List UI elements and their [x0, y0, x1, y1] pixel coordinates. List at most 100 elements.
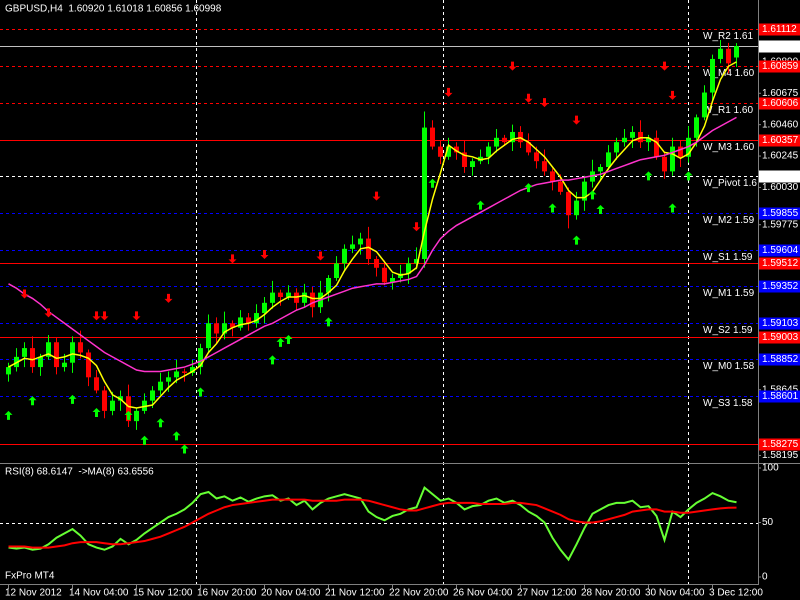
price-tag: [759, 170, 800, 183]
fractal-up-arrow: [324, 317, 333, 327]
fractal-down-arrow: [132, 311, 141, 321]
last-price-tag: [759, 40, 800, 53]
candle-body: [30, 348, 35, 368]
y-tick-label: 1.58195: [762, 450, 799, 461]
candle-body: [606, 152, 611, 168]
candle-body: [566, 191, 571, 216]
candle-body: [62, 362, 67, 368]
candle-body: [46, 342, 51, 357]
candle-body: [390, 278, 395, 283]
candle-body: [494, 137, 499, 147]
price-tag: [759, 280, 800, 293]
price-tag-label: 1.59103: [762, 318, 799, 329]
candle-body: [158, 381, 163, 391]
candle-body: [126, 396, 131, 422]
candle-body: [582, 181, 587, 201]
price-tag: [759, 353, 800, 366]
x-tick-label: 20 Nov 04:00: [261, 588, 321, 599]
candle-body: [726, 48, 731, 64]
fractal-down-arrow: [316, 251, 325, 261]
candle-body: [406, 263, 411, 274]
fractal-down-arrow: [540, 98, 549, 108]
candle-body: [206, 323, 211, 349]
fractal-up-arrow: [428, 178, 437, 188]
candle-body: [646, 137, 651, 143]
candle-body: [510, 131, 515, 143]
indicator-line: [8, 498, 737, 549]
candle-body: [734, 46, 739, 58]
fractal-up-arrow: [180, 444, 189, 454]
fractal-up-arrow: [4, 410, 13, 420]
y-tick-label: 1.59775: [762, 219, 799, 230]
candle-body: [278, 292, 283, 297]
fractal-down-arrow: [444, 87, 453, 97]
fractal-up-arrow: [668, 203, 677, 213]
candle-body: [550, 171, 555, 182]
price-tag-label: 1.59352: [762, 281, 799, 292]
candle-body: [150, 390, 155, 401]
fractal-up-arrow: [572, 235, 581, 245]
candle-body: [38, 356, 43, 368]
price-tag-label: 1.61112: [762, 24, 797, 35]
price-tag-label: 1.58852: [762, 354, 799, 365]
pivot-name: W_R2 1.61: [703, 31, 753, 42]
candle-body: [662, 156, 667, 172]
candle-body: [358, 238, 363, 245]
moving-average: [8, 61, 737, 409]
price-tag: [759, 97, 800, 110]
price-tag: [759, 438, 800, 451]
separators: [196, 0, 689, 584]
candle-body: [182, 371, 187, 373]
candle-body: [470, 161, 475, 168]
candle-body: [198, 348, 203, 368]
candle-body: [454, 146, 459, 153]
fractal-up-arrow: [284, 334, 293, 344]
candle-body: [486, 146, 491, 157]
fractal-down-arrow: [260, 250, 269, 260]
fractal-down-arrow: [572, 115, 581, 125]
x-tick-label: 12 Nov 2012: [5, 588, 62, 599]
moving-average: [8, 116, 737, 373]
price-tag: [759, 331, 800, 344]
x-tick-label: 28 Nov 20:00: [581, 588, 641, 599]
fractal-down-arrow: [100, 311, 109, 321]
pivot-name: W_M4 1.60: [703, 68, 755, 79]
price-tag: [759, 317, 800, 330]
fractal-up-arrow: [156, 418, 165, 428]
candle-body: [134, 410, 139, 422]
price-tag: [759, 60, 800, 73]
price-tag-label: 1.59855: [762, 208, 799, 219]
candle-body: [246, 317, 251, 324]
fractal-up-arrow: [124, 410, 133, 420]
candle-body: [174, 371, 179, 378]
fractal-up-arrow: [476, 200, 485, 210]
x-tick-label: 22 Nov 20:00: [389, 588, 449, 599]
y-tick-label: 1.60675: [762, 88, 799, 99]
candle-body: [614, 142, 619, 153]
price-tag: [759, 207, 800, 220]
fractal-down-arrow: [508, 61, 517, 71]
candle-body: [102, 390, 107, 411]
candle-body: [502, 137, 507, 143]
candle-body: [374, 259, 379, 268]
candle-body: [326, 278, 331, 293]
price-tag-label: 1.58275: [762, 439, 799, 450]
fractal-up-arrow: [196, 387, 205, 397]
candle-body: [342, 248, 347, 264]
fractal-down-arrow: [44, 308, 53, 318]
x-tick-label: 21 Nov 12:00: [325, 588, 385, 599]
fractal-up-arrow: [276, 337, 285, 347]
pivot-name: W_Pivot 1.6: [703, 178, 757, 189]
price-tag-label: 1.60606: [762, 98, 799, 109]
candle-body: [414, 259, 419, 264]
candle-body: [430, 127, 435, 147]
fractal-down-arrow: [668, 90, 677, 100]
candle-body: [446, 146, 451, 157]
y-tick-label: 50: [762, 517, 774, 528]
indicator-title: RSI(8) 68.6147 ->MA(8) 63.6556: [5, 467, 154, 478]
candle-body: [230, 323, 235, 328]
candle-body: [622, 137, 627, 143]
candle-body: [286, 292, 291, 297]
candle-body: [422, 127, 427, 260]
candle-body: [702, 92, 707, 118]
